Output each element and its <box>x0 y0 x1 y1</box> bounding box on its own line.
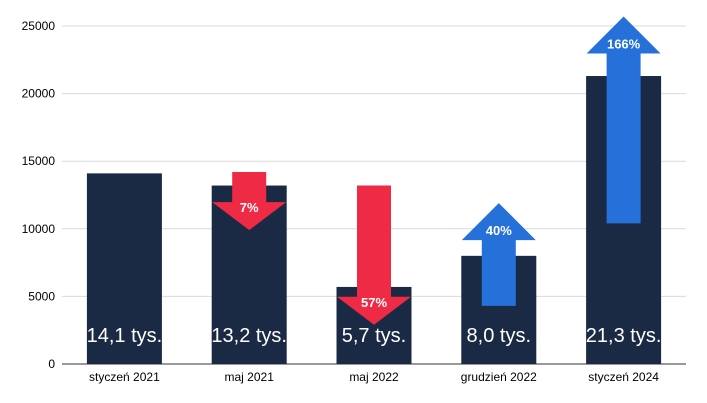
x-tick-label: maj 2021 <box>225 370 275 384</box>
change-arrow <box>586 16 661 224</box>
bar-value-label: 8,0 tys. <box>467 325 531 347</box>
change-arrow-label: 166% <box>607 37 641 52</box>
change-arrow <box>337 185 411 325</box>
bar-value-label: 21,3 tys. <box>586 325 662 347</box>
bar-value-label: 14,1 tys. <box>87 325 163 347</box>
y-tick-label: 10000 <box>22 222 56 236</box>
bar <box>86 173 162 364</box>
change-arrow <box>461 203 536 306</box>
x-tick-label: styczeń 2024 <box>588 370 659 384</box>
y-tick-label: 15000 <box>22 154 56 168</box>
bar-value-label: 13,2 tys. <box>211 325 287 347</box>
change-arrow <box>212 172 287 231</box>
x-tick-label: grudzień 2022 <box>461 370 537 384</box>
change-arrow-label: 7% <box>240 200 259 215</box>
y-tick-label: 5000 <box>28 289 55 303</box>
y-tick-label: 20000 <box>22 87 56 101</box>
x-tick-label: styczeń 2021 <box>89 370 160 384</box>
x-tick-label: maj 2022 <box>349 370 399 384</box>
change-arrow-label: 57% <box>361 295 387 310</box>
bar-value-label: 5,7 tys. <box>342 325 406 347</box>
y-tick-label: 0 <box>48 357 55 371</box>
y-tick-label: 25000 <box>22 19 56 33</box>
change-arrow-label: 40% <box>486 223 512 238</box>
